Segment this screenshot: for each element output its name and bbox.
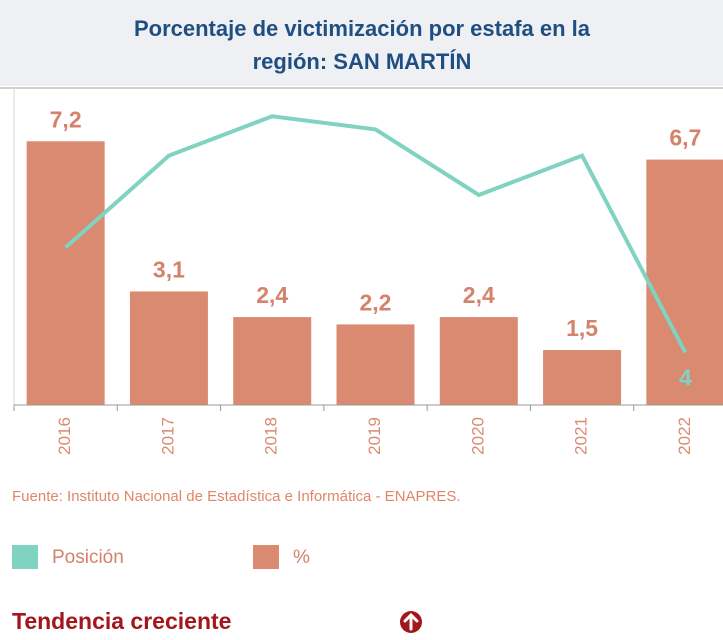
bar-value-label: 7,2: [50, 106, 82, 132]
chart-title: región: SAN MARTÍN: [253, 49, 472, 74]
legend-label: Posición: [52, 547, 124, 568]
bar: [129, 291, 208, 405]
bar: [336, 324, 415, 405]
bar-value-label: 3,1: [153, 257, 185, 283]
legend-swatch: [12, 545, 38, 569]
x-tick-label: 2017: [158, 417, 177, 455]
legend-label: %: [293, 547, 310, 568]
title-box: [0, 0, 723, 86]
bar-value-label: 2,4: [463, 282, 495, 308]
trend-text: Tendencia creciente: [12, 608, 231, 634]
line: [64, 114, 688, 354]
bar: [439, 317, 518, 405]
bar: [543, 350, 622, 405]
chart-title: Porcentaje de victimización por estafa e…: [134, 16, 591, 41]
line-value-label: 4: [679, 365, 692, 391]
bar-value-label: 2,2: [360, 289, 392, 315]
x-tick-label: 2016: [55, 417, 74, 455]
source: Fuente: Instituto Nacional de Estadístic…: [12, 488, 461, 505]
bar-value-label: 1,5: [566, 315, 598, 341]
bar-value-label: 6,7: [669, 125, 701, 151]
x-tick-label: 2018: [262, 417, 281, 455]
x-tick-label: 2019: [365, 417, 384, 455]
bar: [233, 317, 312, 405]
trend-icon: [400, 611, 422, 633]
x-tick-label: 2022: [675, 417, 694, 455]
bar-value-label: 2,4: [256, 282, 288, 308]
x-tick-label: 2020: [468, 417, 487, 455]
bar: [26, 141, 105, 406]
bar: [646, 159, 723, 405]
legend-swatch: [253, 545, 279, 569]
x-tick-label: 2021: [572, 417, 591, 455]
